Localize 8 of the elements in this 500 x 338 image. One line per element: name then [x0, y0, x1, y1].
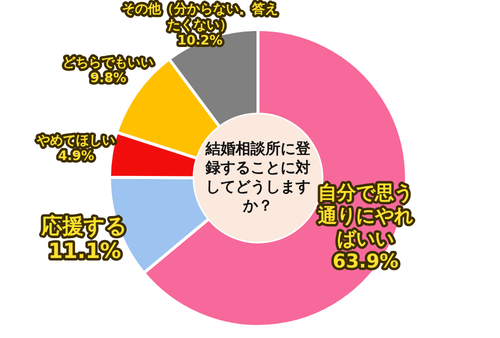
data-label: 11.1%: [48, 239, 122, 264]
data-label: 9.8%: [90, 71, 126, 86]
slice-label: その他（分からない、答えたくない）: [122, 2, 278, 33]
slice-label: やめてほしい: [36, 133, 116, 148]
slice-label: 応援する: [40, 214, 128, 238]
data-label: 4.9%: [58, 149, 94, 164]
slice-label: どちらでもいい: [62, 55, 154, 70]
text: 結婚相談所に登録することに対してどうしますか？: [204, 139, 312, 214]
